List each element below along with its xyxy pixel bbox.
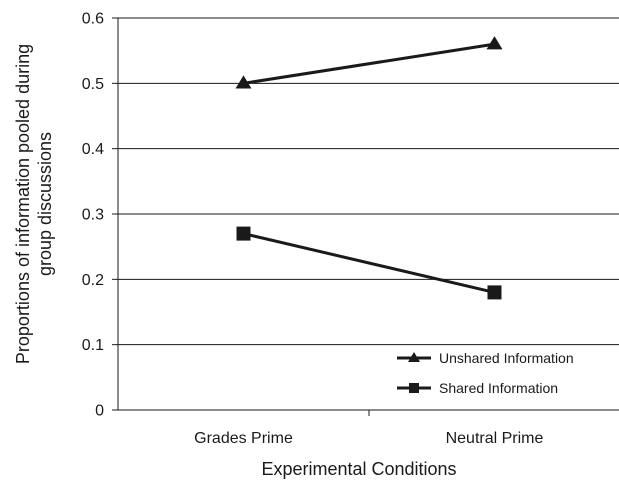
y-tick-label: 0.4 — [82, 141, 104, 158]
series-unshared — [235, 36, 503, 89]
y-axis-label-line: Proportions of information pooled during — [13, 44, 33, 364]
data-point — [235, 75, 252, 89]
gridlines — [118, 17, 619, 346]
y-tick-label: 0.3 — [82, 207, 104, 224]
y-tick-label: 0.2 — [82, 272, 104, 289]
y-tick-labels: 0 0.1 0.2 0.3 0.4 0.5 0.6 — [82, 11, 118, 420]
y-tick-label: 0.5 — [82, 76, 104, 93]
series-line — [243, 42, 495, 85]
x-tick-labels: Grades Prime Neutral Prime — [194, 410, 544, 447]
y-axis-label-text: Proportions of information pooled during… — [13, 44, 55, 364]
x-tick-label: Neutral Prime — [446, 430, 544, 447]
x-tick-label: Grades Prime — [194, 430, 293, 447]
data-point — [236, 226, 251, 241]
legend-item: Unshared Information — [397, 350, 574, 366]
series-layer — [235, 36, 503, 300]
legend-label: Unshared Information — [439, 350, 574, 366]
y-axis-label-line: group discussions — [35, 132, 55, 276]
y-tick-label: 0.1 — [82, 337, 104, 354]
series-shared — [236, 226, 502, 300]
legend-label: Shared Information — [439, 380, 558, 396]
legend-item: Shared Information — [397, 380, 558, 396]
series-line — [243, 232, 495, 294]
x-axis-label: Experimental Conditions — [261, 459, 456, 479]
y-tick-label: 0 — [95, 403, 104, 420]
legend-marker — [408, 352, 420, 362]
data-point — [486, 36, 503, 50]
y-tick-label: 0.6 — [82, 11, 104, 28]
legend: Unshared Information Shared Information — [397, 350, 574, 396]
data-point — [487, 285, 502, 300]
y-axis-label: Proportions of information pooled during… — [13, 44, 55, 364]
legend-marker — [409, 383, 419, 393]
